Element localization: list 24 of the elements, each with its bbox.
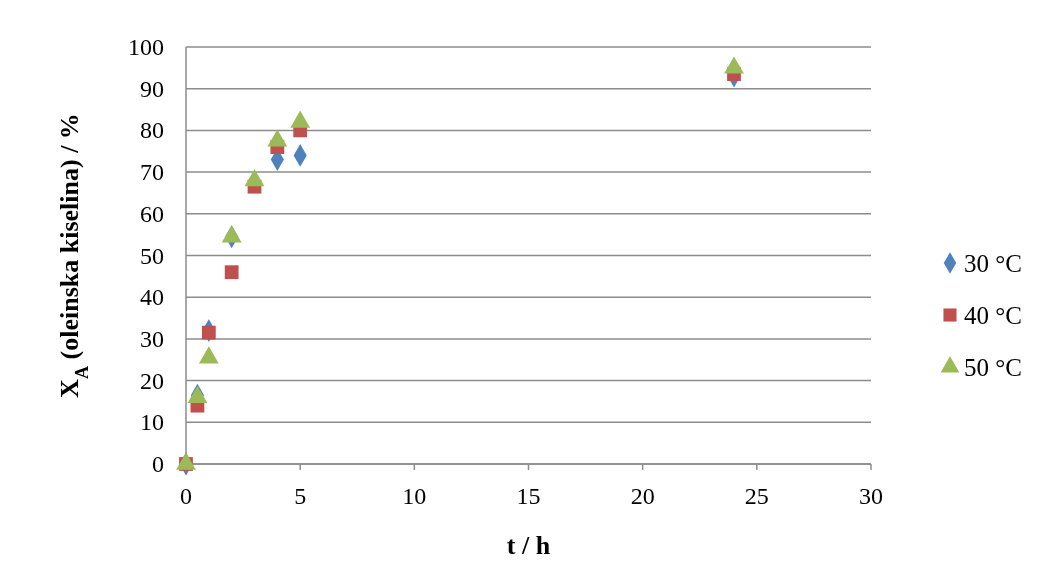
x-tick-label: 25 [744, 483, 769, 509]
x-tick-label: 30 [859, 483, 883, 509]
y-tick-label: 60 [140, 200, 164, 227]
y-tick-label: 80 [140, 117, 164, 144]
y-tick-label: 20 [140, 367, 164, 394]
x-tick-label: 5 [294, 483, 307, 509]
y-tick-label: 10 [140, 409, 164, 436]
x-tick-label: 0 [180, 483, 192, 509]
y-tick-label: 90 [140, 75, 164, 102]
legend-label: 50 °C [964, 354, 1022, 381]
x-tick-label: 15 [516, 483, 541, 509]
x-tick-label: 20 [630, 483, 655, 509]
point [224, 265, 239, 280]
x-axis-title: t / h [506, 531, 551, 560]
y-tick-label: 0 [152, 451, 164, 477]
y-tick-label: 30 [140, 325, 164, 352]
y-tick-label: 100 [128, 34, 164, 60]
y-tick-label: 70 [140, 159, 164, 186]
point [201, 325, 216, 340]
y-tick-label: 40 [140, 284, 164, 311]
y-tick-label: 50 [140, 242, 164, 269]
legend-label: 40 °C [964, 302, 1022, 329]
legend-label: 30 °C [964, 250, 1022, 277]
x-tick-label: 10 [402, 483, 427, 509]
